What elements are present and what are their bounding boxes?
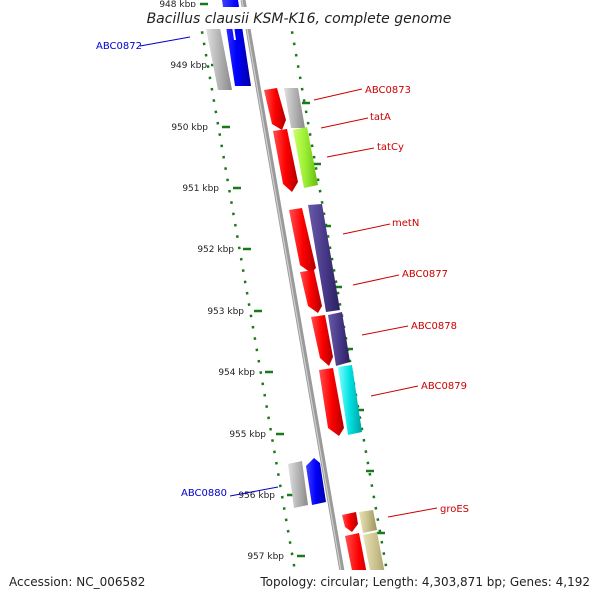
leader-groes: [387, 507, 438, 518]
tick-label-956: 956 kbp: [238, 491, 275, 501]
map-title: Bacillus clausii KSM-K16, complete genom…: [147, 11, 452, 27]
label-groes[interactable]: groES: [440, 504, 469, 515]
label-abc0873[interactable]: ABC0873: [365, 85, 411, 96]
tick-label-954: 954 kbp: [218, 368, 255, 378]
label-tata[interactable]: tatA: [370, 112, 391, 123]
leader-tatcy: [326, 147, 375, 158]
grey-feature-top[interactable]: [206, 28, 232, 90]
tick-label-950: 950 kbp: [171, 123, 208, 133]
grey-feature-abc0880[interactable]: [288, 461, 308, 508]
title-backdrop: [140, 7, 460, 29]
cds-abc0879-arrow[interactable]: [319, 368, 344, 436]
cds-metN-arrow-1[interactable]: [289, 208, 316, 273]
leader-abc0873: [313, 88, 363, 101]
cds-groes-arrow[interactable]: [342, 512, 358, 532]
tick-label-957: 957 kbp: [247, 552, 284, 562]
feature-abc0878[interactable]: [328, 312, 350, 366]
leader-abc0872: [139, 36, 191, 47]
leader-abc0879: [370, 385, 419, 397]
cds-abc0880[interactable]: [306, 458, 326, 505]
label-abc0877[interactable]: ABC0877: [402, 269, 448, 280]
footer-backdrop: [0, 570, 600, 600]
tick-label-952: 952 kbp: [197, 245, 234, 255]
tick-label-948: 948 kbp: [159, 0, 196, 10]
leader-metn: [342, 223, 391, 235]
cds-abc0878-arrow[interactable]: [311, 315, 333, 366]
tick-track-right: [288, 19, 394, 600]
tick-label-955: 955 kbp: [229, 430, 266, 440]
label-metn[interactable]: metN: [392, 218, 419, 229]
cds-tatA-arrow[interactable]: [273, 129, 298, 192]
leader-abc0877: [352, 274, 400, 286]
feature-abc0873[interactable]: [284, 88, 305, 128]
tick-label-949: 949 kbp: [170, 61, 207, 71]
tick-label-951: 951 kbp: [182, 184, 219, 194]
leader-tata: [320, 117, 369, 129]
leader-abc0878: [361, 325, 409, 336]
cds-red-arrow-1[interactable]: [264, 88, 286, 130]
genome-backbone-highlight: [241, 0, 347, 600]
genome-backbone: [240, 0, 350, 600]
major-ticks: [200, 2, 385, 558]
leader-abc0880: [229, 486, 279, 497]
label-abc0880[interactable]: ABC0880: [181, 488, 227, 499]
label-abc0879[interactable]: ABC0879: [421, 381, 467, 392]
footer-summary: Topology: circular; Length: 4,303,871 bp…: [259, 575, 590, 589]
footer-accession: Accession: NC_006582: [9, 575, 145, 589]
label-abc0878[interactable]: ABC0878: [411, 321, 457, 332]
tick-label-953: 953 kbp: [207, 307, 244, 317]
label-tatcy[interactable]: tatCy: [377, 142, 404, 153]
feature-groes[interactable]: [359, 510, 377, 533]
feature-tatcy[interactable]: [293, 127, 318, 188]
feature-abc0879[interactable]: [338, 365, 362, 435]
feature-metn[interactable]: [308, 204, 340, 312]
cds-metN-arrow-2[interactable]: [300, 270, 322, 313]
label-abc0872[interactable]: ABC0872: [96, 41, 142, 52]
